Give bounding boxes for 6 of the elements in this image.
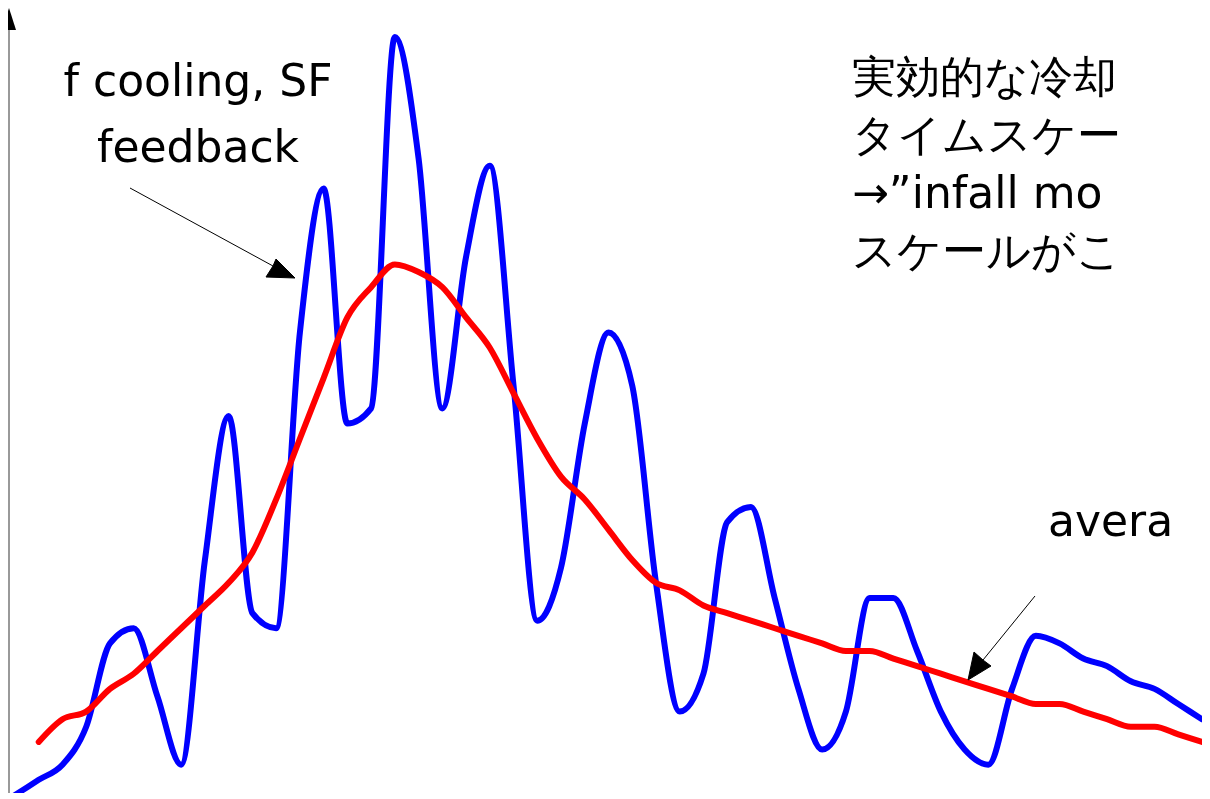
annotation: スケールがこ [852,225,1121,276]
annotation: タイムスケー [852,109,1121,160]
annotation: f cooling, SF feedback [63,55,333,172]
annotation: 実効的な冷却 [852,51,1117,102]
annotation: →”infall mo [852,167,1103,218]
annotation: avera [1048,495,1174,546]
